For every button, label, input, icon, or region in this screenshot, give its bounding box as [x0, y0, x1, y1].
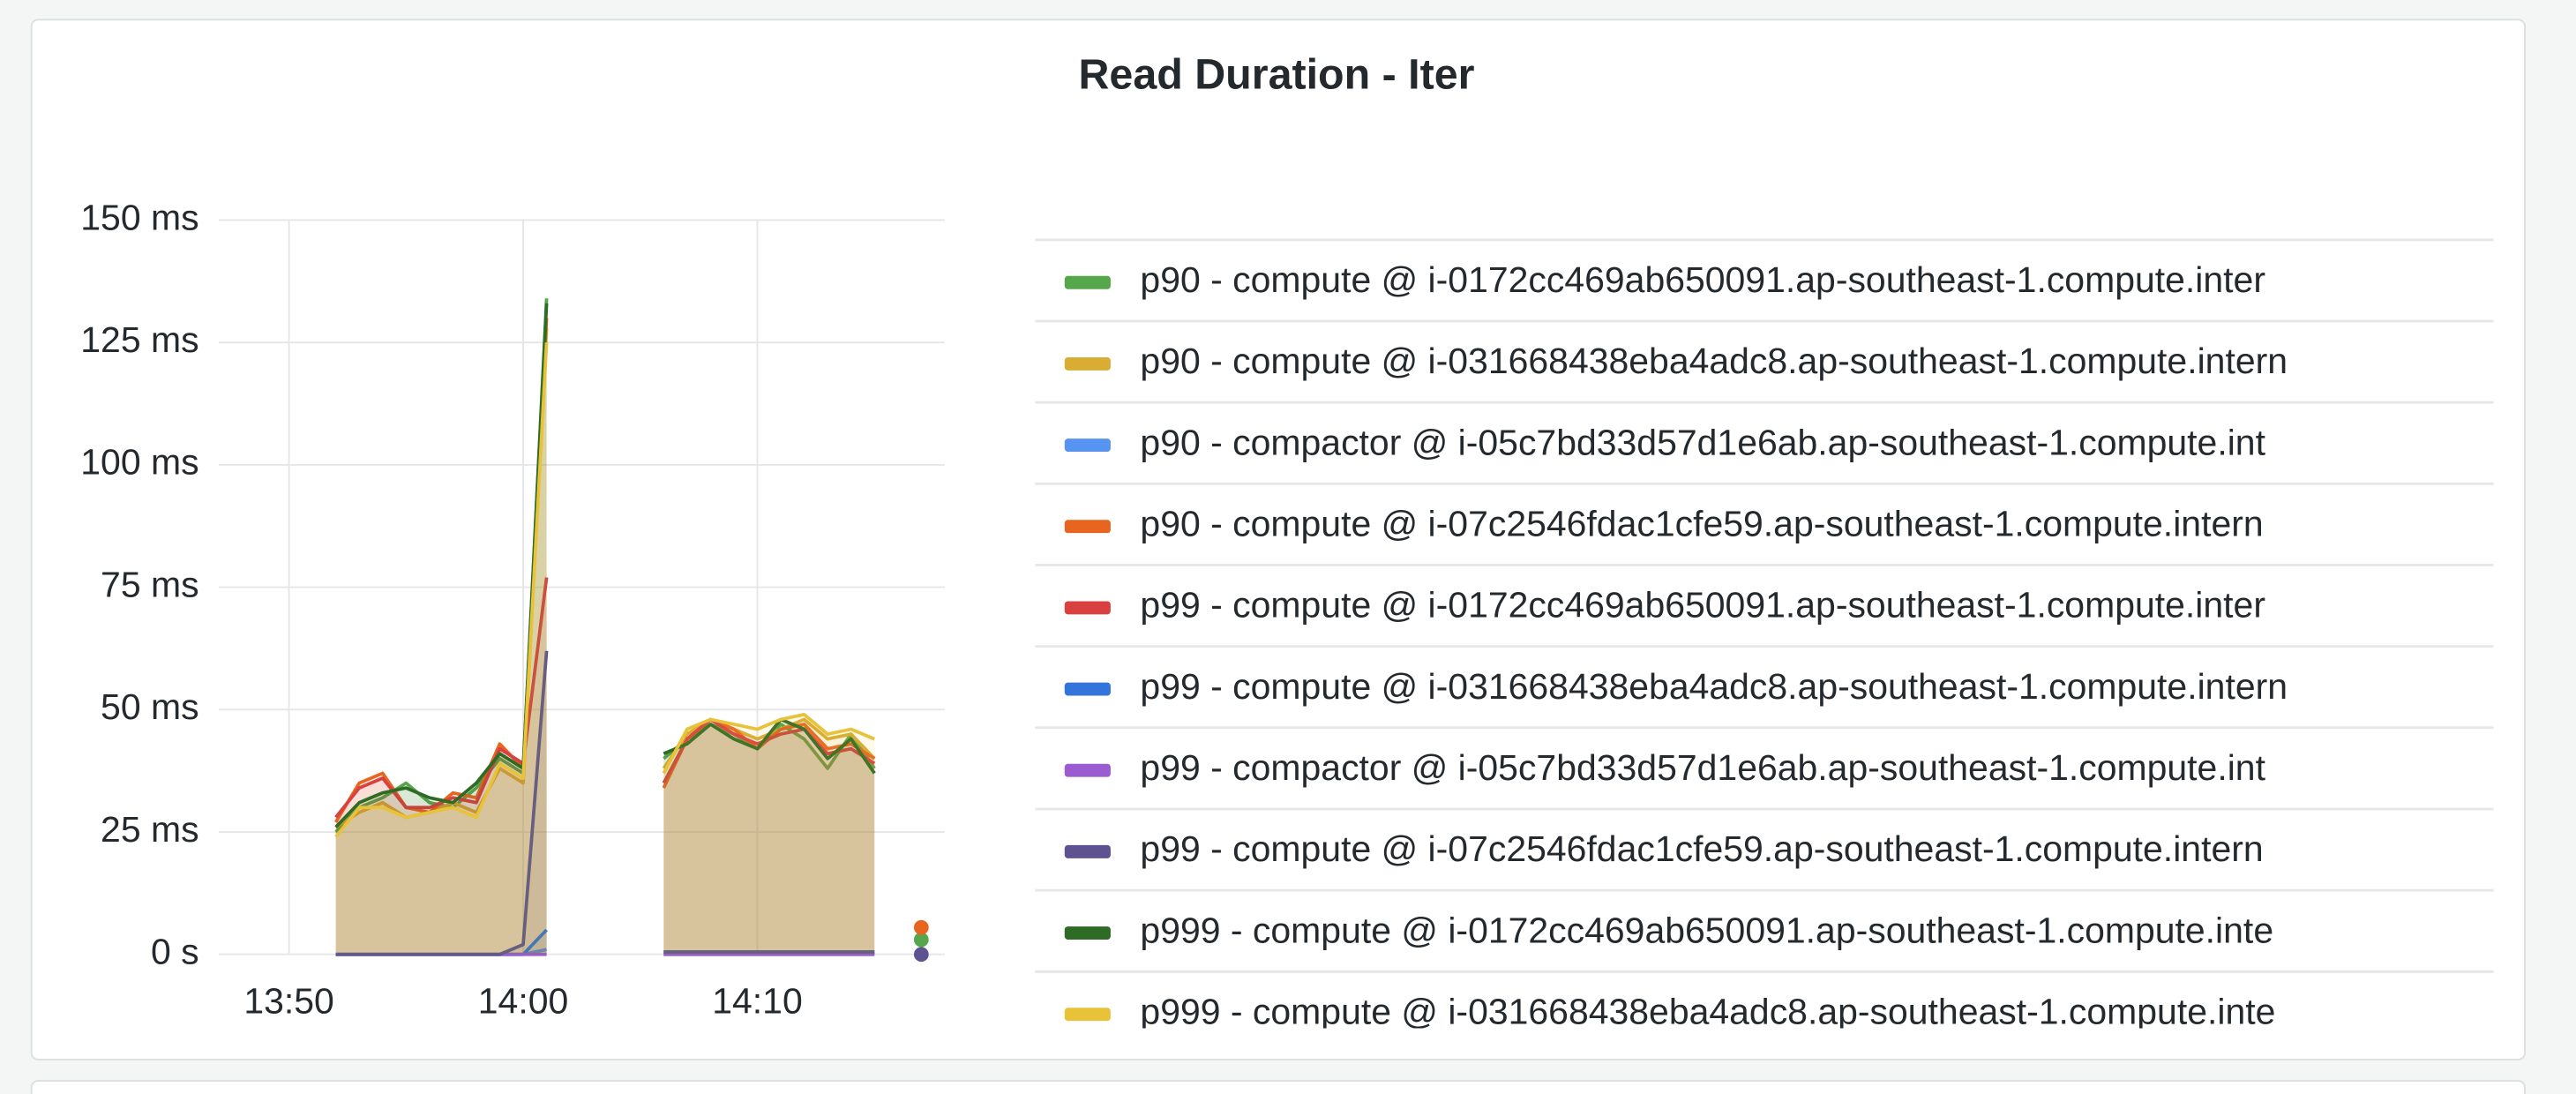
y-tick-label: 100 ms: [80, 442, 198, 483]
point: [913, 919, 929, 935]
legend-label: p90 - compactor @ i-05c7bd33d57d1e6ab.ap…: [1140, 422, 2265, 462]
series-line: [662, 713, 875, 775]
legend-label: p999 - compute @ i-0172cc469ab650091.ap-…: [1140, 910, 2273, 950]
series-line: [662, 717, 876, 784]
legend-swatch: [1064, 520, 1111, 534]
area: [663, 719, 875, 955]
series-line: [334, 577, 549, 819]
legend-swatch: [1064, 682, 1111, 696]
legend-label: p90 - compute @ i-031668438eba4adc8.ap-s…: [1140, 341, 2288, 381]
legend-label: p90 - compute @ i-0172cc469ab650091.ap-s…: [1140, 259, 2265, 300]
series-line: [663, 717, 876, 775]
area: [663, 719, 875, 955]
y-tick-label: 125 ms: [80, 319, 198, 360]
legend-label: p99 - compute @ i-07c2546fdac1cfe59.ap-s…: [1140, 828, 2263, 869]
area: [663, 714, 875, 955]
point: [913, 947, 929, 963]
legend-swatch: [1064, 763, 1111, 777]
legend-label: p99 - compactor @ i-05c7bd33d57d1e6ab.ap…: [1140, 747, 2265, 788]
series-line: [334, 342, 549, 838]
legend-swatch: [1064, 438, 1111, 453]
panel-title: Read Duration - Iter: [1078, 50, 1474, 98]
legend-swatch: [1064, 275, 1111, 289]
legend-swatch: [1064, 356, 1111, 371]
y-tick-label: 50 ms: [101, 686, 199, 727]
area: [663, 719, 875, 955]
x-tick-label: 14:10: [712, 980, 802, 1021]
point: [913, 932, 929, 948]
y-tick-label: 25 ms: [101, 809, 199, 850]
legend-label: p999 - compute @ i-031668438eba4adc8.ap-…: [1140, 992, 2275, 1032]
area: [663, 719, 875, 955]
legend-label: p90 - compute @ i-07c2546fdac1cfe59.ap-s…: [1140, 504, 2263, 544]
y-tick-label: 0 s: [151, 932, 199, 972]
y-tick-label: 150 ms: [80, 197, 198, 237]
legend-swatch: [1064, 844, 1111, 858]
series-line: [334, 303, 549, 828]
area: [335, 327, 547, 955]
y-tick-label: 75 ms: [101, 564, 199, 604]
area: [335, 577, 547, 955]
next-panel: [30, 1080, 2526, 1094]
area: [663, 723, 875, 955]
series-line: [334, 298, 549, 834]
x-tick-label: 13:50: [243, 980, 333, 1021]
area: [335, 342, 547, 955]
legend-label: p99 - compute @ i-031668438eba4adc8.ap-s…: [1140, 666, 2288, 707]
panel: [30, 19, 2526, 1060]
area: [335, 318, 547, 955]
legend-swatch: [1064, 601, 1111, 615]
area: [335, 298, 547, 955]
legend-swatch: [1064, 1008, 1111, 1022]
x-tick-label: 14:00: [478, 980, 568, 1021]
legend-label: p99 - compute @ i-0172cc469ab650091.ap-s…: [1140, 585, 2265, 626]
legend-swatch: [1064, 926, 1111, 940]
series-line: [335, 650, 549, 956]
